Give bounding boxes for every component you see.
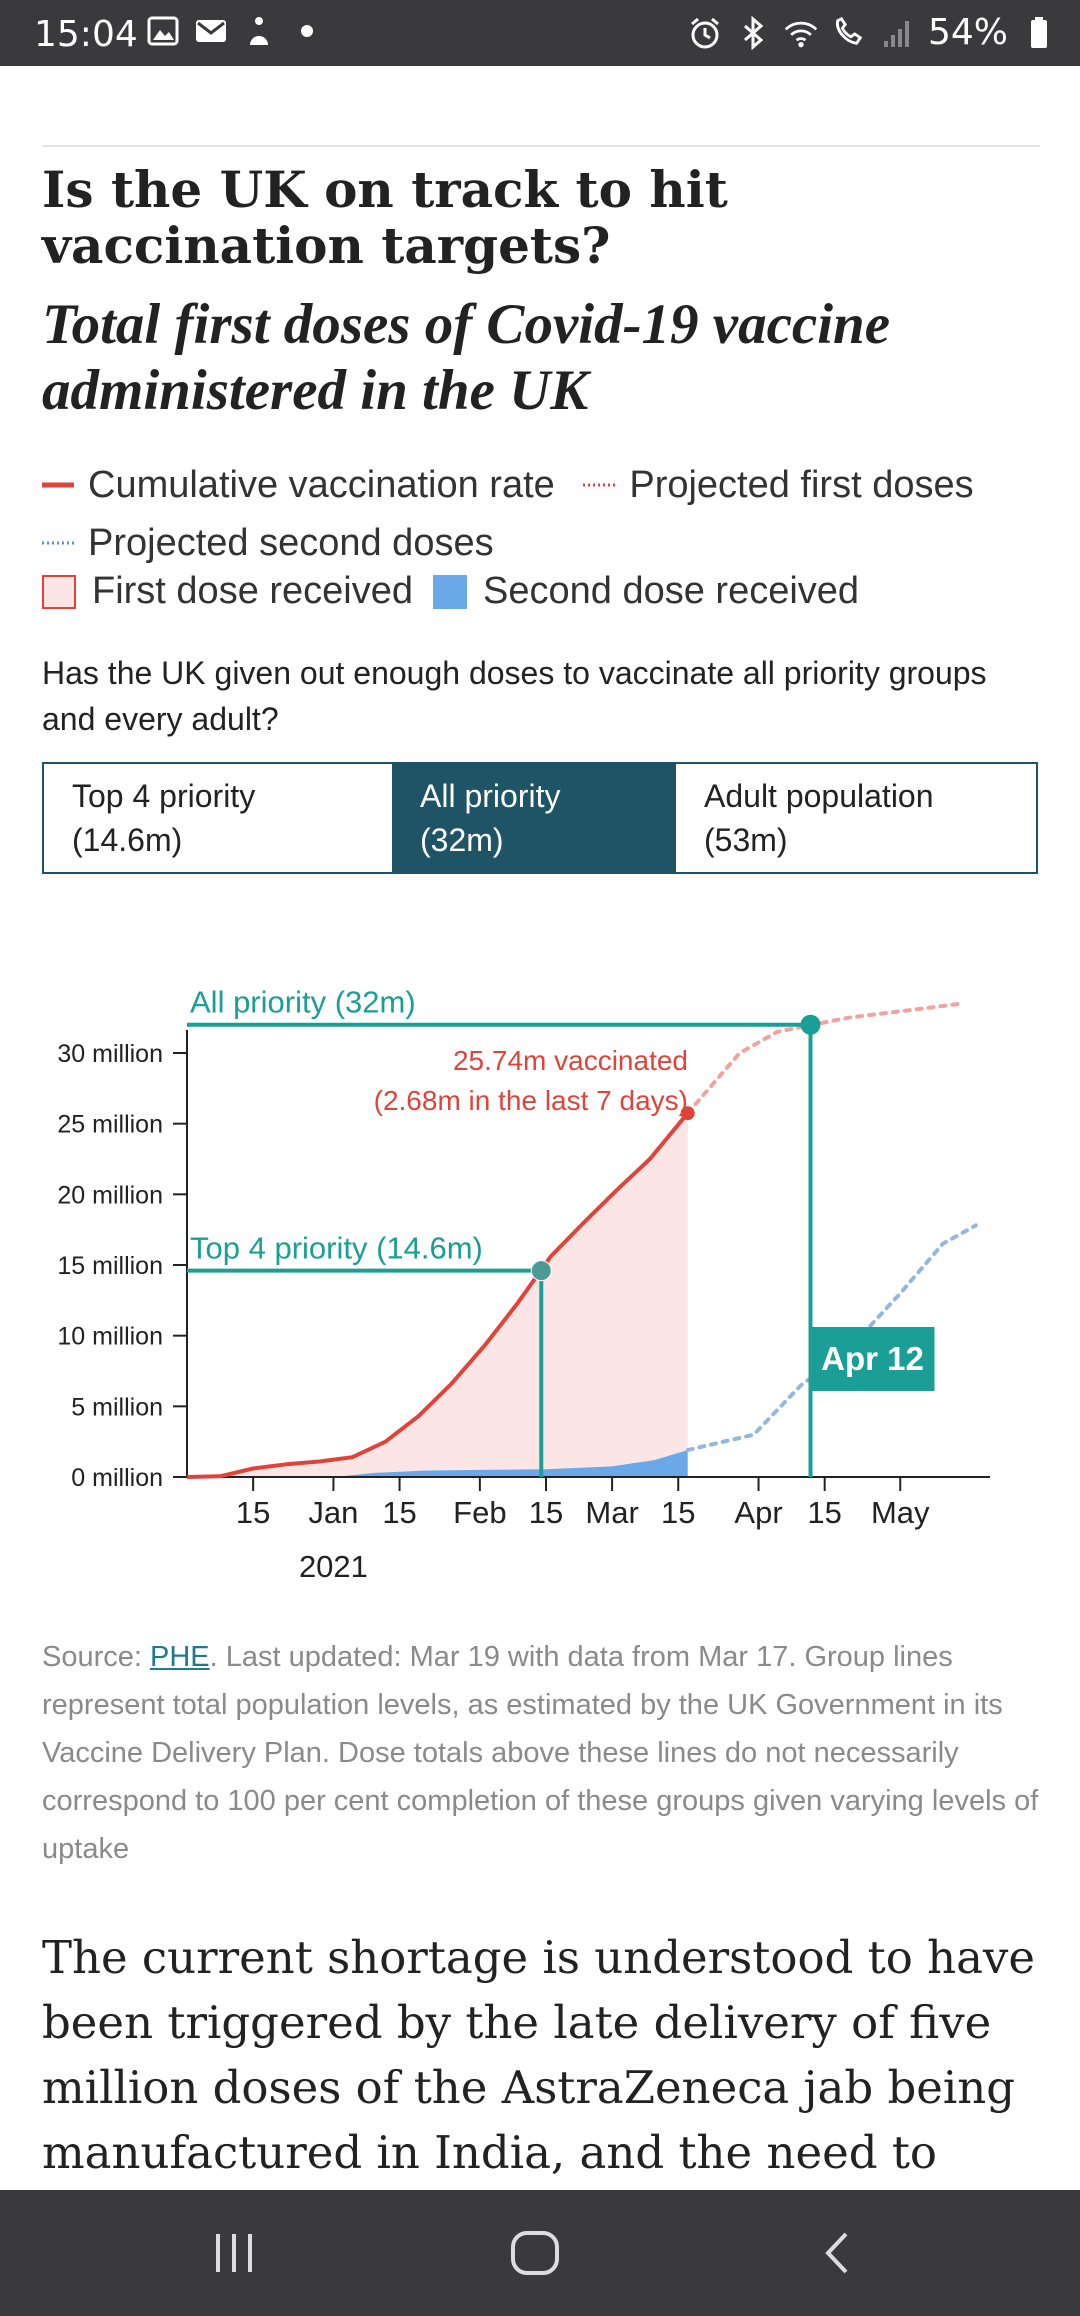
battery-icon bbox=[1022, 16, 1056, 50]
toggle-top4-value: (14.6m) bbox=[72, 822, 183, 858]
x-tick-label: 15 bbox=[382, 1495, 416, 1530]
bluetooth-icon bbox=[736, 15, 770, 50]
home-icon[interactable] bbox=[510, 2230, 560, 2281]
legend-dotted-red-swatch bbox=[583, 483, 616, 487]
legend-dotted-blue-swatch bbox=[42, 541, 74, 545]
y-tick-label: 10 million bbox=[57, 1323, 163, 1351]
first-dose-swatch bbox=[42, 574, 76, 609]
legend-solid-line-swatch bbox=[42, 482, 74, 488]
toggle-all-priority[interactable]: All priority (32m) bbox=[392, 764, 676, 872]
current-total-label: 25.74m vaccinated bbox=[453, 1045, 688, 1076]
x-tick-label: Mar bbox=[585, 1495, 638, 1530]
population-toggle: Top 4 priority (14.6m) All priority (32m… bbox=[42, 762, 1038, 874]
y-tick-label: 20 million bbox=[57, 1181, 163, 1209]
legend-label-projected-second: Projected second doses bbox=[88, 522, 494, 564]
all-priority-point bbox=[800, 1014, 821, 1035]
toggle-top4-label: Top 4 priority bbox=[72, 778, 256, 814]
signal-icon bbox=[880, 16, 914, 50]
battery-percent: 54% bbox=[927, 12, 1008, 53]
y-tick-label: 25 million bbox=[57, 1111, 163, 1139]
recent-apps-icon[interactable] bbox=[212, 2230, 258, 2281]
projected-first-doses-line bbox=[685, 1001, 964, 1116]
legend-item-first-dose: First dose received bbox=[42, 570, 413, 613]
second-dose-swatch bbox=[433, 574, 468, 609]
x-tick-label: 15 bbox=[236, 1495, 270, 1530]
source-note: Source: PHE. Last updated: Mar 19 with d… bbox=[42, 1633, 1042, 1873]
chart-legend: Cumulative vaccination rate Projected fi… bbox=[42, 452, 1052, 568]
alarm-icon bbox=[688, 16, 722, 50]
toggle-adult-value: (53m) bbox=[704, 822, 788, 858]
toggle-question: Has the UK given out enough doses to vac… bbox=[42, 655, 987, 737]
wifi-icon bbox=[784, 16, 818, 50]
legend-label-projected-first: Projected first doses bbox=[629, 464, 974, 506]
dot-icon bbox=[290, 14, 324, 48]
source-prefix: Source: bbox=[42, 1641, 150, 1673]
legend-item-cumulative: Cumulative vaccination rate bbox=[42, 460, 555, 510]
back-icon[interactable] bbox=[820, 2230, 854, 2281]
x-tick-label: 15 bbox=[807, 1495, 841, 1530]
legend-item-projected-second: Projected second doses bbox=[42, 518, 494, 568]
legend-item-projected-first: Projected first doses bbox=[583, 460, 974, 510]
y-tick-label: 0 million bbox=[71, 1464, 163, 1492]
x-tick-label: 15 bbox=[529, 1495, 563, 1530]
source-text: . Last updated: Mar 19 with data from Ma… bbox=[42, 1641, 1039, 1865]
x-tick-label: Apr bbox=[734, 1495, 782, 1530]
navigation-bar bbox=[0, 2190, 1080, 2316]
current-total-point bbox=[680, 1106, 695, 1121]
x-year-label: 2021 bbox=[299, 1549, 368, 1584]
toggle-adult-population[interactable]: Adult population (53m) bbox=[676, 764, 1036, 872]
current-7day-label: (2.68m in the last 7 days) bbox=[374, 1085, 688, 1116]
image-icon bbox=[146, 14, 180, 48]
mail-icon bbox=[194, 14, 228, 48]
toggle-top4-priority[interactable]: Top 4 priority (14.6m) bbox=[44, 764, 392, 872]
top-divider bbox=[42, 145, 1040, 147]
cumulative-vaccination-line bbox=[186, 1111, 690, 1479]
legend-item-second-dose: Second dose received bbox=[433, 570, 859, 613]
source-link-phe[interactable]: PHE bbox=[150, 1641, 210, 1673]
date-badge-label: Apr 12 bbox=[821, 1340, 924, 1377]
toggle-all-priority-label: All priority bbox=[420, 778, 561, 814]
toggle-adult-label: Adult population bbox=[704, 778, 934, 814]
vaccination-chart: 0 million 5 million 10 million 15 million 20… bbox=[57, 985, 990, 1584]
wifi-calling-icon bbox=[832, 16, 866, 50]
x-tick-label: Jan bbox=[308, 1495, 358, 1530]
status-bar: 15:04 54% bbox=[0, 0, 1080, 66]
top4-point bbox=[530, 1260, 552, 1282]
clock: 15:04 bbox=[34, 14, 138, 55]
toggle-all-priority-value: (32m) bbox=[420, 822, 504, 858]
y-tick-label: 30 million bbox=[57, 1040, 163, 1068]
top4-label: Top 4 priority (14.6m) bbox=[190, 1231, 483, 1266]
x-tick-label: 15 bbox=[661, 1495, 695, 1530]
legend-label-cumulative: Cumulative vaccination rate bbox=[88, 464, 555, 506]
chart-title: Is the UK on track to hit vaccination ta… bbox=[42, 160, 728, 275]
y-tick-label: 5 million bbox=[71, 1393, 163, 1421]
first-dose-area bbox=[187, 1113, 688, 1477]
accessibility-icon bbox=[242, 14, 276, 48]
x-tick-label: Feb bbox=[453, 1495, 506, 1530]
area-legend: First dose received Second dose received bbox=[42, 570, 859, 613]
date-badge bbox=[810, 1327, 935, 1391]
second-dose-area bbox=[333, 1450, 688, 1477]
chart-subtitle: Total first doses of Covid-19 vaccine ad… bbox=[42, 293, 891, 422]
legend-label-first-dose: First dose received bbox=[92, 570, 414, 612]
y-tick-label: 15 million bbox=[57, 1252, 163, 1280]
x-tick-label: May bbox=[871, 1495, 930, 1530]
all-priority-label: All priority (32m) bbox=[190, 985, 416, 1020]
legend-label-second-dose: Second dose received bbox=[483, 570, 860, 612]
